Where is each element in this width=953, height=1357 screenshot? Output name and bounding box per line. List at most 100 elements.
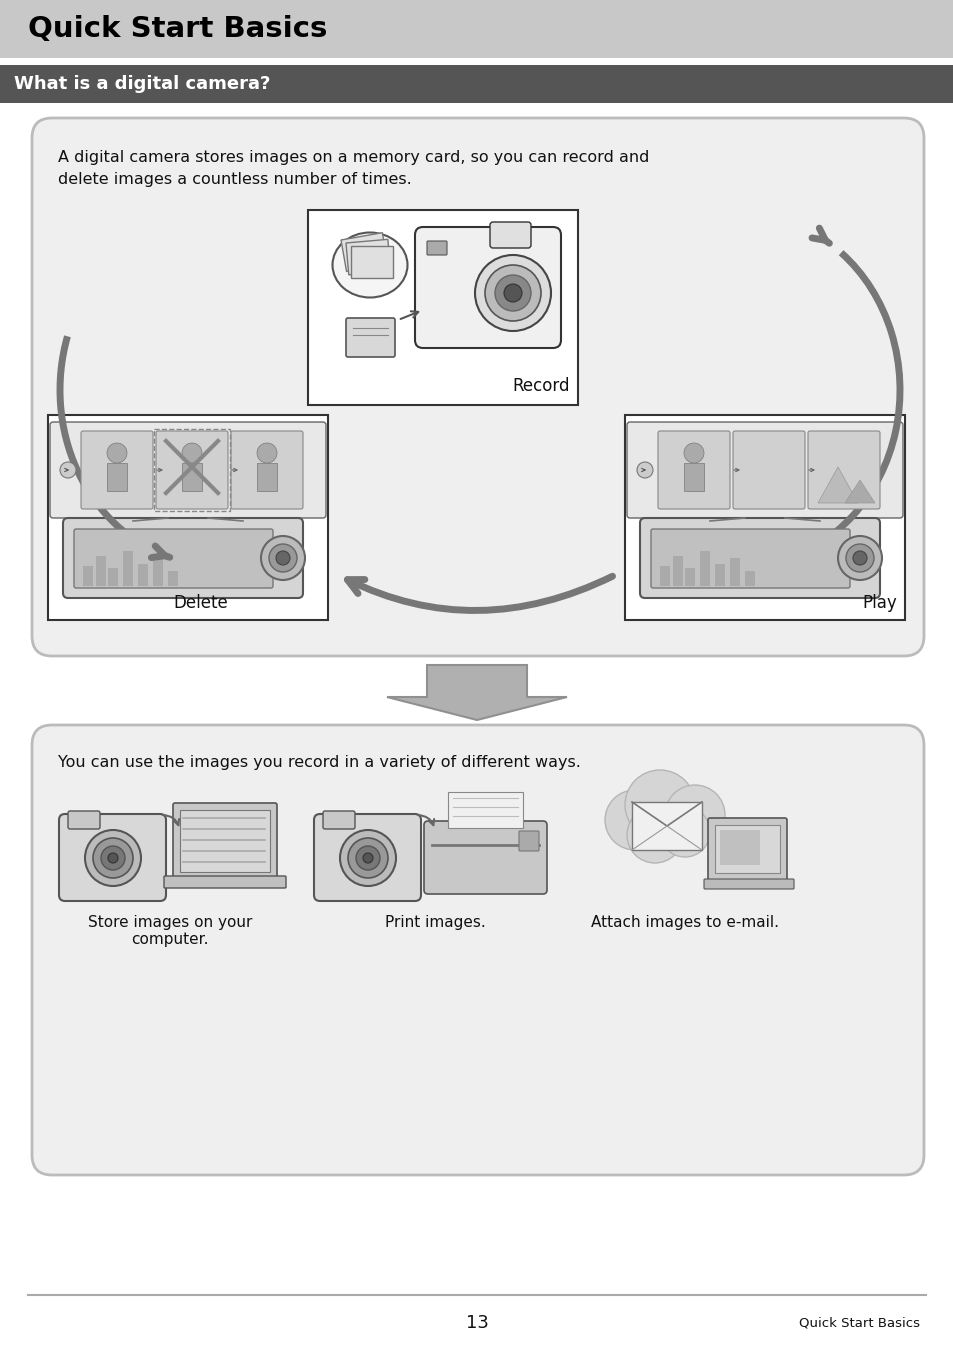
Bar [684,569,695,586]
Bar [0,0,953,58]
Circle shape [182,442,202,463]
Bar [624,415,904,620]
Circle shape [845,544,873,573]
Bar [683,463,703,491]
Text: Attach images to e-mail.: Attach images to e-mail. [590,915,779,930]
Circle shape [363,854,373,863]
Bar [180,810,270,873]
Bar [48,415,328,620]
Circle shape [637,461,652,478]
Bar [152,558,163,586]
FancyBboxPatch shape [518,830,538,851]
Text: Print images.: Print images. [384,915,485,930]
Bar [107,463,127,491]
Text: delete images a countless number of times.: delete images a countless number of time… [58,172,412,187]
FancyBboxPatch shape [427,242,447,255]
Circle shape [604,790,664,849]
Polygon shape [844,480,874,503]
FancyBboxPatch shape [164,877,286,887]
Text: You can use the images you record in a variety of different ways.: You can use the images you record in a v… [58,754,580,769]
Bar [672,556,682,586]
FancyBboxPatch shape [732,432,804,509]
Circle shape [626,807,682,863]
Circle shape [339,830,395,886]
Circle shape [60,461,76,478]
Bar [153,429,230,512]
Bar [123,551,132,586]
FancyBboxPatch shape [231,432,303,509]
Text: 13: 13 [465,1314,488,1333]
Bar [744,571,754,586]
Bar [108,569,118,586]
Circle shape [107,442,127,463]
Polygon shape [387,665,566,721]
FancyBboxPatch shape [74,529,273,588]
Circle shape [275,551,290,565]
Circle shape [256,442,276,463]
Circle shape [475,255,551,331]
FancyBboxPatch shape [423,821,546,894]
Bar [340,232,388,271]
Bar [659,566,669,586]
Circle shape [85,830,141,886]
Polygon shape [817,467,857,503]
Bar [729,558,740,586]
Circle shape [484,265,540,322]
Bar [714,565,724,586]
FancyBboxPatch shape [323,811,355,829]
Bar [182,463,202,491]
Circle shape [659,807,709,858]
Circle shape [355,845,379,870]
Text: Quick Start Basics: Quick Start Basics [799,1316,919,1330]
Circle shape [495,275,531,311]
Text: Store images on your
computer.: Store images on your computer. [88,915,252,947]
Bar [714,825,780,873]
Text: What is a digital camera?: What is a digital camera? [14,75,270,94]
Text: Delete: Delete [173,594,228,612]
Text: Quick Start Basics: Quick Start Basics [28,15,327,43]
Bar [351,246,393,278]
FancyBboxPatch shape [650,529,849,588]
FancyBboxPatch shape [81,432,152,509]
FancyBboxPatch shape [68,811,100,829]
Bar [720,830,760,864]
Circle shape [269,544,296,573]
FancyBboxPatch shape [50,422,326,518]
Circle shape [624,769,695,840]
Bar [83,566,92,586]
FancyBboxPatch shape [703,879,793,889]
FancyBboxPatch shape [807,432,879,509]
Bar [308,210,578,404]
Bar [700,551,709,586]
FancyBboxPatch shape [415,227,560,347]
Circle shape [108,854,118,863]
Circle shape [92,839,132,878]
Circle shape [261,536,305,579]
Circle shape [683,442,703,463]
FancyBboxPatch shape [32,118,923,655]
FancyBboxPatch shape [172,803,276,879]
Bar [168,571,178,586]
FancyBboxPatch shape [626,422,902,518]
Circle shape [503,284,521,303]
Text: Record: Record [512,377,569,395]
FancyBboxPatch shape [314,814,420,901]
Bar [448,792,522,828]
Circle shape [348,839,388,878]
Text: A digital camera stores images on a memory card, so you can record and: A digital camera stores images on a memo… [58,151,649,166]
FancyBboxPatch shape [59,814,166,901]
FancyBboxPatch shape [63,518,303,598]
Bar [631,802,701,849]
Bar [96,556,106,586]
Ellipse shape [333,232,407,297]
Circle shape [664,784,724,845]
Circle shape [852,551,866,565]
Bar [0,65,953,103]
FancyBboxPatch shape [639,518,879,598]
FancyBboxPatch shape [658,432,729,509]
FancyBboxPatch shape [490,223,531,248]
FancyBboxPatch shape [156,432,228,509]
FancyBboxPatch shape [707,818,786,882]
Bar [346,239,390,275]
FancyBboxPatch shape [32,725,923,1175]
